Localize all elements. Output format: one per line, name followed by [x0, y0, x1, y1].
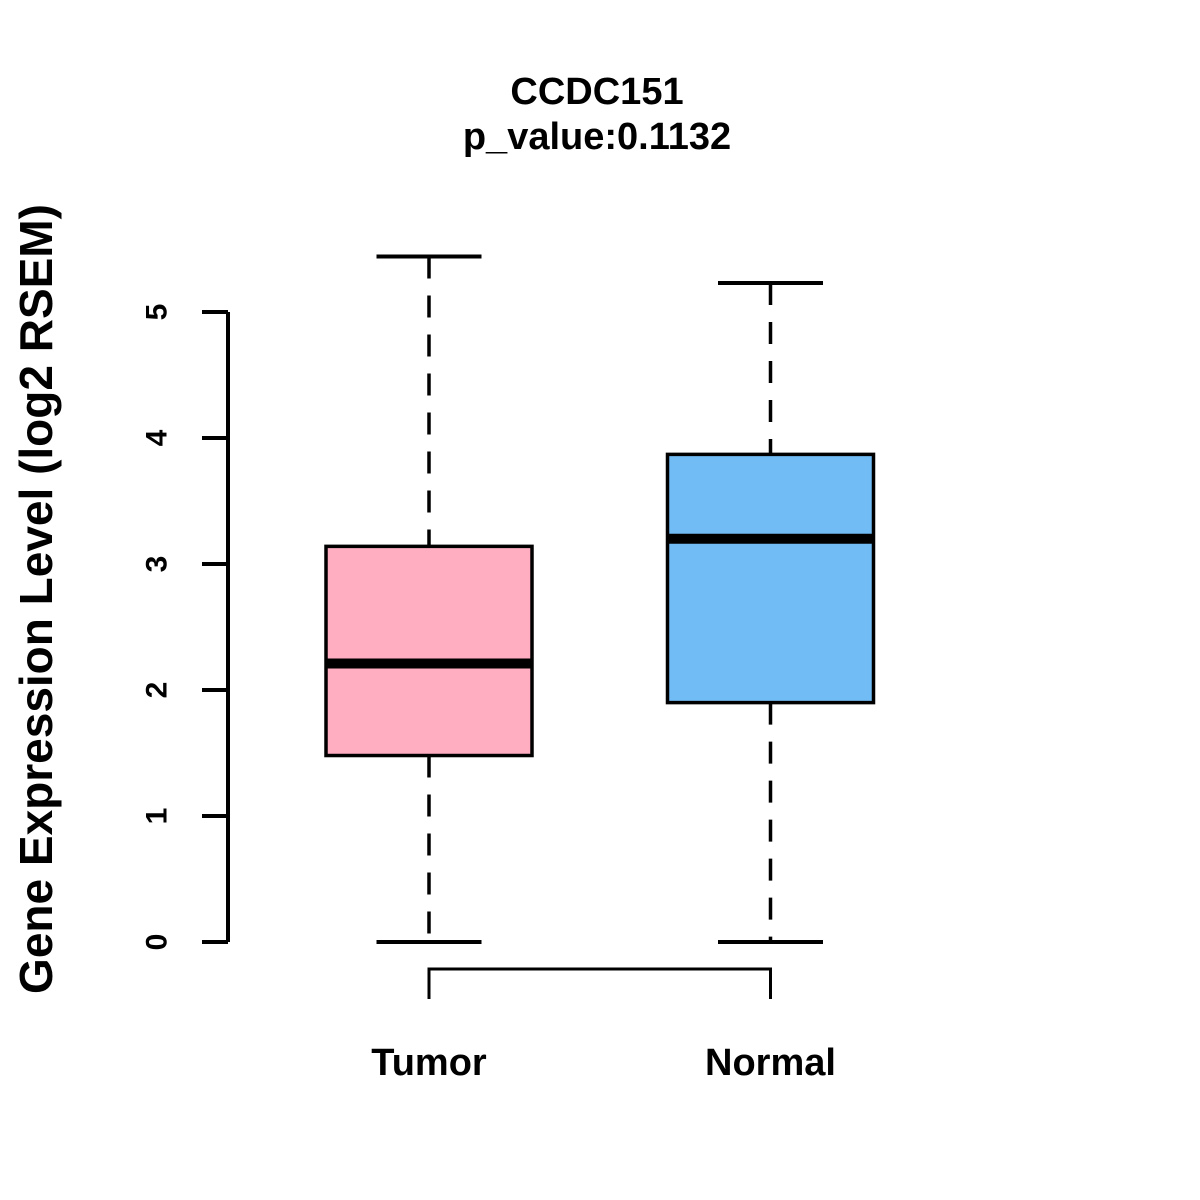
chart-title: CCDC151 [510, 71, 684, 113]
y-axis-tick-label: 1 [141, 808, 174, 825]
chart-pvalue-subtitle: p_value:0.1132 [462, 116, 732, 158]
tumor-box [324, 544, 534, 758]
y-axis-tick-label: 4 [141, 429, 174, 446]
x-axis-label-tumor: Tumor [371, 1042, 487, 1084]
comparison-bracket [427, 967, 772, 999]
y-axis-tick-label: 0 [141, 934, 174, 951]
y-axis-title: Gene Expression Level (log2 RSEM) [10, 204, 62, 994]
y-axis-tick-label: 3 [141, 556, 174, 573]
normal-box [665, 452, 876, 705]
x-axis-label-normal: Normal [705, 1042, 836, 1084]
y-axis-tick-label: 5 [141, 304, 174, 321]
y-axis-tick-label: 2 [141, 682, 174, 699]
